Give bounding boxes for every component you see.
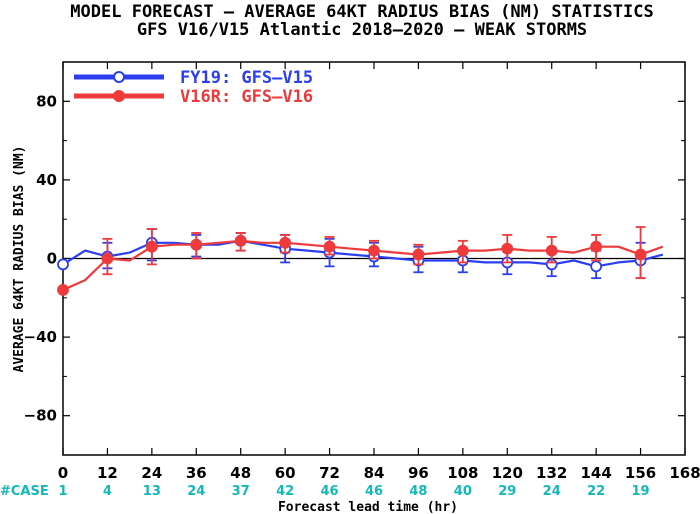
case-count: 42 <box>276 484 294 499</box>
x-tick-label: 72 <box>319 464 340 482</box>
case-count: 1 <box>58 484 67 499</box>
x-tick-label: 120 <box>492 464 523 482</box>
data-point <box>501 242 514 255</box>
x-axis: 0 12 24 36 48 60 72 84 96 108 120 132 144 156 168 <box>58 62 700 482</box>
case-count: 48 <box>409 484 427 499</box>
case-count: 13 <box>143 484 161 499</box>
x-tick-label: 48 <box>230 464 251 482</box>
case-count: 24 <box>543 484 561 499</box>
case-count: 24 <box>187 484 205 499</box>
data-point <box>590 260 603 273</box>
y-tick-label: −80 <box>24 407 57 425</box>
x-tick-label: 84 <box>364 464 385 482</box>
series-layer <box>57 226 664 296</box>
data-point <box>279 236 292 249</box>
case-count: 40 <box>454 484 472 499</box>
x-tick-label: 36 <box>186 464 207 482</box>
legend-label-fy19: FY19: GFS–V15 <box>180 68 313 88</box>
chart-subtitle: GFS V16/V15 Atlantic 2018–2020 – WEAK ST… <box>137 20 587 40</box>
case-count: 22 <box>587 484 605 499</box>
case-count: 46 <box>321 484 339 499</box>
legend-marker-fy19 <box>113 71 125 83</box>
x-axis-label: Forecast lead time (hr) <box>278 500 458 514</box>
x-tick-label: 168 <box>669 464 700 482</box>
chart-title: MODEL FORECAST – AVERAGE 64KT RADIUS BIA… <box>70 2 653 22</box>
data-point <box>412 248 425 261</box>
data-point <box>57 258 69 271</box>
legend-label-v16r: V16R: GFS–V16 <box>180 87 313 107</box>
x-tick-label: 132 <box>536 464 567 482</box>
series-fy19 <box>57 228 664 280</box>
x-tick-label: 96 <box>408 464 429 482</box>
data-point <box>323 240 336 253</box>
data-point <box>234 234 247 247</box>
case-label: #CASE <box>0 484 49 499</box>
x-tick-label: 60 <box>275 464 296 482</box>
legend: FY19: GFS–V15 V16R: GFS–V16 <box>74 68 313 107</box>
series-line <box>62 239 664 291</box>
y-axis: −80 −40 0 40 80 <box>24 61 685 456</box>
series-line <box>62 239 664 268</box>
case-counts: 1 4 13 24 37 42 46 46 48 40 29 24 22 19 <box>58 484 649 499</box>
x-tick-label: 0 <box>58 464 68 482</box>
legend-marker-v16r <box>113 90 125 102</box>
case-count: 19 <box>632 484 650 499</box>
y-tick-label: −40 <box>24 328 57 346</box>
case-count: 4 <box>103 484 112 499</box>
data-point <box>190 238 203 251</box>
case-count: 46 <box>365 484 383 499</box>
data-point <box>590 240 603 253</box>
x-tick-label: 24 <box>141 464 162 482</box>
data-point <box>456 244 469 257</box>
data-point <box>145 240 158 253</box>
y-tick-label: 0 <box>47 250 57 268</box>
series-v16r <box>57 226 664 296</box>
data-point <box>545 244 558 257</box>
x-tick-label: 12 <box>97 464 118 482</box>
data-point <box>57 284 69 296</box>
y-tick-label: 80 <box>36 92 57 110</box>
data-point <box>634 248 647 261</box>
x-tick-label: 144 <box>580 464 611 482</box>
y-tick-label: 40 <box>36 171 57 189</box>
y-axis-label: AVERAGE 64KT RADIUS BIAS (NM) <box>12 146 27 373</box>
case-count: 37 <box>232 484 250 499</box>
data-point <box>368 244 380 257</box>
x-tick-label: 108 <box>447 464 478 482</box>
case-count: 29 <box>498 484 516 499</box>
data-point <box>101 252 114 265</box>
x-tick-label: 156 <box>625 464 656 482</box>
